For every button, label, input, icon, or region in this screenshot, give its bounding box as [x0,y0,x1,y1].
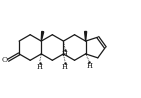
Polygon shape [41,31,44,41]
Polygon shape [85,31,87,41]
Text: O: O [1,56,7,64]
Text: H: H [62,63,68,71]
Text: H: H [86,62,92,70]
Text: H: H [62,50,68,58]
Text: H: H [37,63,43,71]
